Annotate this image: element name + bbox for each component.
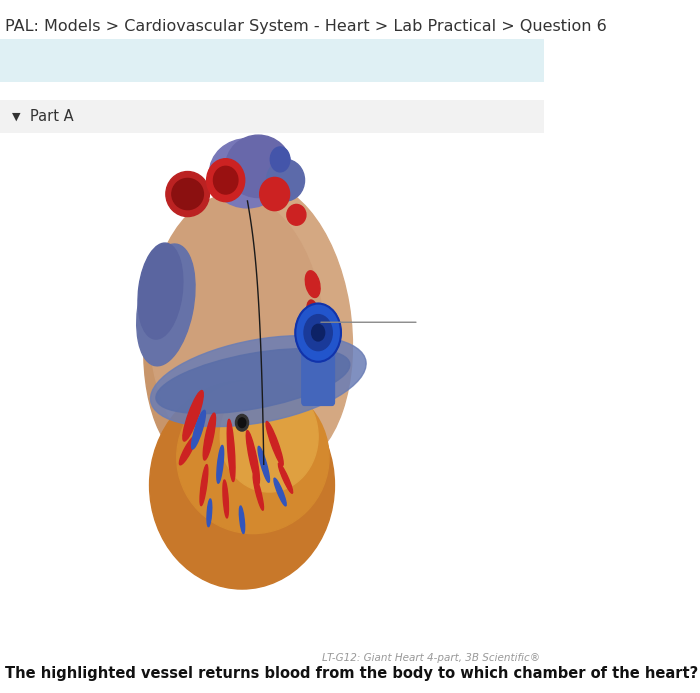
Ellipse shape	[225, 135, 291, 198]
Ellipse shape	[307, 300, 319, 324]
Ellipse shape	[186, 182, 352, 470]
Ellipse shape	[183, 391, 203, 441]
Ellipse shape	[179, 436, 196, 465]
Circle shape	[235, 414, 248, 431]
Ellipse shape	[287, 204, 306, 225]
Circle shape	[295, 304, 341, 362]
Circle shape	[270, 147, 290, 172]
Circle shape	[312, 324, 325, 341]
Ellipse shape	[166, 172, 209, 216]
Ellipse shape	[217, 446, 224, 483]
Ellipse shape	[206, 159, 245, 202]
Ellipse shape	[144, 215, 264, 464]
Text: The highlighted vessel returns blood from the body to which chamber of the heart: The highlighted vessel returns blood fro…	[6, 665, 699, 681]
Ellipse shape	[138, 243, 183, 339]
Ellipse shape	[220, 381, 318, 492]
Ellipse shape	[260, 177, 290, 211]
Ellipse shape	[305, 271, 320, 297]
Circle shape	[304, 315, 332, 351]
Text: Part A: Part A	[30, 109, 74, 124]
Ellipse shape	[150, 335, 366, 427]
Text: PAL: Models > Cardiovascular System - Heart > Lab Practical > Question 6: PAL: Models > Cardiovascular System - He…	[6, 19, 607, 35]
Ellipse shape	[228, 419, 235, 482]
Ellipse shape	[214, 166, 238, 194]
Ellipse shape	[209, 139, 286, 208]
Ellipse shape	[172, 178, 204, 209]
Ellipse shape	[136, 244, 195, 366]
Ellipse shape	[258, 446, 270, 482]
Ellipse shape	[239, 506, 244, 534]
Ellipse shape	[267, 159, 304, 201]
Ellipse shape	[253, 474, 263, 510]
Ellipse shape	[246, 430, 260, 484]
Text: ▼: ▼	[12, 112, 20, 121]
Text: LT-G12: Giant Heart 4-part, 3B Scientific®: LT-G12: Giant Heart 4-part, 3B Scientifi…	[323, 653, 540, 663]
Ellipse shape	[150, 381, 335, 589]
Ellipse shape	[223, 480, 228, 518]
Ellipse shape	[279, 463, 293, 493]
Bar	[0, 39, 544, 82]
Circle shape	[238, 418, 246, 428]
Ellipse shape	[207, 499, 211, 527]
Ellipse shape	[266, 421, 284, 466]
Bar	[0, 100, 544, 133]
Ellipse shape	[156, 349, 350, 414]
Ellipse shape	[200, 464, 208, 506]
FancyBboxPatch shape	[302, 343, 335, 405]
Ellipse shape	[176, 381, 329, 534]
Ellipse shape	[192, 410, 205, 449]
Ellipse shape	[274, 478, 286, 506]
Ellipse shape	[203, 413, 216, 460]
Ellipse shape	[149, 194, 324, 471]
